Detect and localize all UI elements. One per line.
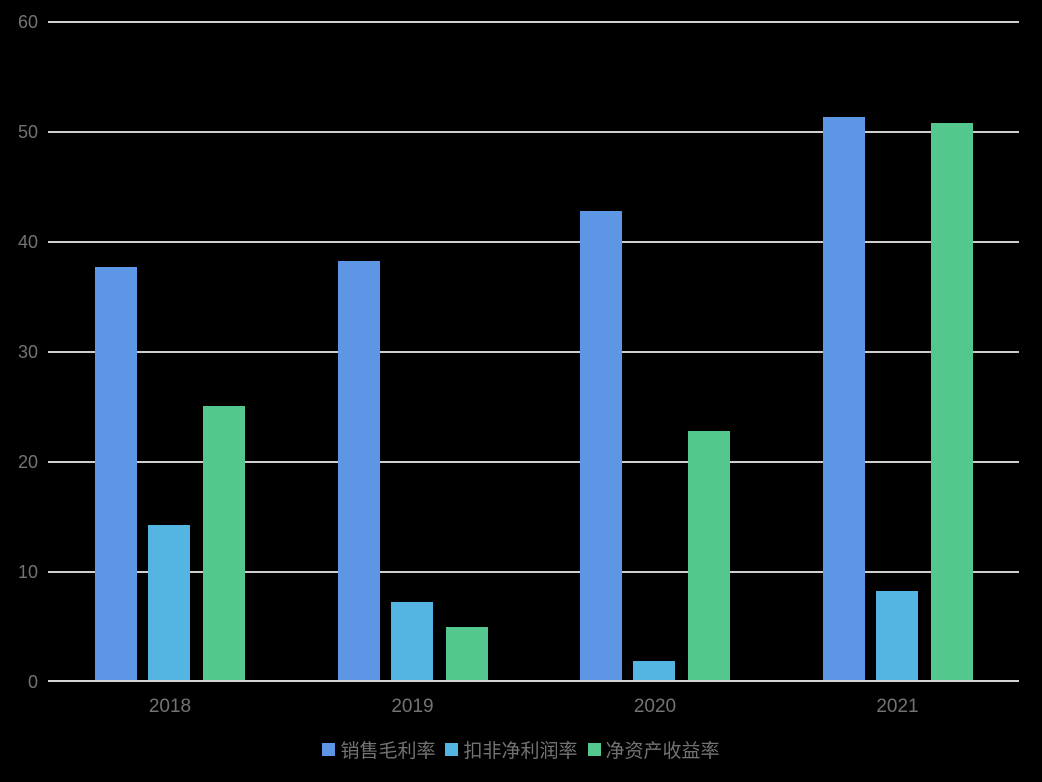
x-tick-label: 2021 <box>876 696 919 717</box>
x-tick-label: 2018 <box>148 696 192 717</box>
bar-2020-series-0 <box>580 211 622 682</box>
x-tick-label: 2019 <box>391 696 434 717</box>
gridline <box>48 351 1019 353</box>
bar-2019-series-0 <box>337 261 380 682</box>
y-tick-label: 40 <box>17 232 38 252</box>
square-swatch-icon <box>322 742 336 756</box>
bar-2019-series-2 <box>445 627 488 682</box>
x-axis-line <box>48 680 1019 682</box>
x-axis-labels: 2018 2019 2020 2021 <box>48 694 1019 720</box>
bar-2020-series-2 <box>688 431 730 682</box>
bar-2021-series-1 <box>875 591 918 682</box>
gridline <box>48 241 1019 243</box>
gridline <box>48 21 1019 23</box>
legend-label: 净资产收益率 <box>605 740 720 762</box>
legend-item: 销售毛利率 <box>322 736 435 763</box>
legend-item: 净资产收益率 <box>587 736 720 763</box>
bar-2018-series-2 <box>203 406 245 682</box>
legend-label: 销售毛利率 <box>340 740 436 762</box>
bar-2018-series-0 <box>95 267 137 682</box>
x-tick-label: 2020 <box>633 696 677 717</box>
square-swatch-icon <box>587 742 601 756</box>
y-tick-label: 30 <box>17 342 38 362</box>
bar-2019-series-1 <box>390 602 433 682</box>
y-tick-label: 50 <box>17 122 38 142</box>
y-axis-labels: 0 10 20 30 40 50 60 <box>0 0 38 692</box>
bar-2018-series-1 <box>148 525 190 682</box>
plot-area <box>48 0 1019 682</box>
bar-2020-series-1 <box>633 661 675 682</box>
legend-label: 扣非净利润率 <box>463 740 578 762</box>
gridline <box>48 131 1019 133</box>
bar-2021-series-0 <box>822 117 865 682</box>
legend-item: 扣非净利润率 <box>445 736 578 763</box>
y-tick-label: 20 <box>17 452 38 472</box>
bar-2021-series-2 <box>930 123 973 682</box>
y-tick-label: 10 <box>17 562 38 582</box>
gridline <box>48 571 1019 573</box>
square-swatch-icon <box>445 742 459 756</box>
legend: 销售毛利率 扣非净利润率 净资产收益率 <box>0 736 1042 762</box>
y-tick-label: 60 <box>17 12 38 32</box>
gridline <box>48 461 1019 463</box>
y-tick-label: 0 <box>27 672 38 692</box>
